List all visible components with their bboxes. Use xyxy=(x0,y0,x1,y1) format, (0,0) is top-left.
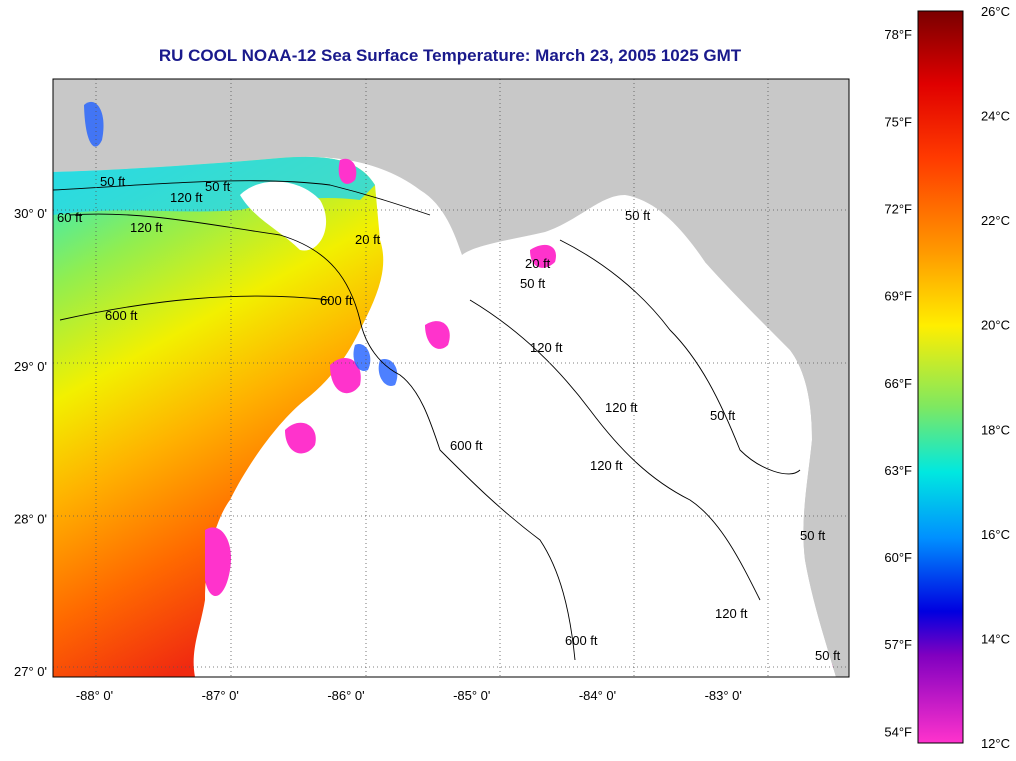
contour-label: 50 ft xyxy=(205,179,231,194)
fahrenheit-tick-label: 72°F xyxy=(884,202,912,217)
colorbar-celsius-labels: 26°C 24°C 22°C 20°C 18°C 16°C 14°C 12°C xyxy=(981,4,1010,751)
fahrenheit-tick-label: 57°F xyxy=(884,637,912,652)
blue-pixels xyxy=(84,101,398,386)
fahrenheit-tick-label: 66°F xyxy=(884,376,912,391)
contour-label: 60 ft xyxy=(57,210,83,225)
celsius-tick-label: 22°C xyxy=(981,213,1010,228)
contour-label: 120 ft xyxy=(130,220,163,235)
contour-label: 120 ft xyxy=(170,190,203,205)
contour-label: 50 ft xyxy=(710,408,736,423)
contour-label: 120 ft xyxy=(605,400,638,415)
map-frame xyxy=(52,78,850,678)
celsius-tick-label: 18°C xyxy=(981,422,1010,437)
latitude-label: 30° 0' xyxy=(14,206,47,221)
latitude-label: 28° 0' xyxy=(14,511,47,526)
latitude-labels: 30° 0' 29° 0' 28° 0' 27° 0' xyxy=(14,206,47,679)
contour-label: 50 ft xyxy=(625,208,651,223)
contour-label: 50 ft xyxy=(800,528,826,543)
fahrenheit-tick-label: 54°F xyxy=(884,724,912,739)
contour-label: 600 ft xyxy=(105,308,138,323)
grid-lines xyxy=(53,79,849,677)
fahrenheit-tick-label: 63°F xyxy=(884,463,912,478)
latitude-label: 29° 0' xyxy=(14,359,47,374)
cloud-patch xyxy=(240,181,327,251)
longitude-label: -86° 0' xyxy=(327,688,364,703)
longitude-label: -88° 0' xyxy=(76,688,113,703)
fahrenheit-tick-label: 60°F xyxy=(884,550,912,565)
colorbar xyxy=(917,10,964,744)
longitude-labels: -88° 0' -87° 0' -86° 0' -85° 0' -84° 0' -83° … xyxy=(76,688,742,703)
fahrenheit-tick-label: 78°F xyxy=(884,27,912,42)
contour-label: 50 ft xyxy=(520,276,546,291)
celsius-tick-label: 20°C xyxy=(981,318,1010,333)
map-title: RU COOL NOAA-12 Sea Surface Temperature:… xyxy=(158,46,742,65)
celsius-tick-label: 14°C xyxy=(981,631,1010,646)
contour-label: 120 ft xyxy=(530,340,563,355)
celsius-tick-label: 12°C xyxy=(981,736,1010,751)
contour-label: 50 ft xyxy=(815,648,841,663)
contour-label: 20 ft xyxy=(355,232,381,247)
fahrenheit-tick-label: 69°F xyxy=(884,289,912,304)
celsius-tick-label: 16°C xyxy=(981,527,1010,542)
longitude-label: -84° 0' xyxy=(579,688,616,703)
longitude-label: -87° 0' xyxy=(202,688,239,703)
contour-label: 20 ft xyxy=(525,256,551,271)
contour-label: 600 ft xyxy=(450,438,483,453)
contour-label: 50 ft xyxy=(100,174,126,189)
florida-land xyxy=(705,200,849,677)
contour-label: 120 ft xyxy=(590,458,623,473)
sst-field xyxy=(53,156,384,677)
coastal-cool-water xyxy=(53,156,375,215)
celsius-tick-label: 26°C xyxy=(981,4,1010,19)
contour-label: 120 ft xyxy=(715,606,748,621)
longitude-label: -83° 0' xyxy=(705,688,742,703)
fahrenheit-tick-label: 75°F xyxy=(884,114,912,129)
longitude-label: -85° 0' xyxy=(453,688,490,703)
contour-label: 600 ft xyxy=(320,293,353,308)
colorbar-fahrenheit-labels: 78°F 75°F 72°F 69°F 66°F 63°F 60°F 57°F 54°F xyxy=(884,27,912,739)
latitude-label: 27° 0' xyxy=(14,664,47,679)
contour-label: 600 ft xyxy=(565,633,598,648)
celsius-tick-label: 24°C xyxy=(981,109,1010,124)
